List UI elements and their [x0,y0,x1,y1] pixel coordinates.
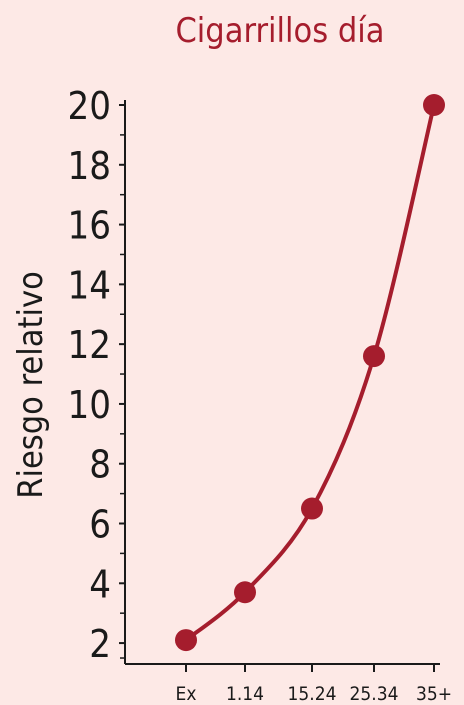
x-axis-ticks: Ex 1.14 15.24 25.34 35+ [176,664,452,705]
y-tick-label: 10 [68,383,112,427]
x-tick-label: 35+ [416,683,452,705]
series-line [184,104,436,642]
y-tick-label: 18 [68,144,112,188]
data-point-1-14 [234,581,256,604]
y-tick-label: 16 [68,204,112,248]
x-tick-label: 25.34 [350,683,399,705]
y-axis-ticks: 2 4 6 8 10 12 14 16 18 20 [68,84,125,666]
data-point-25-34 [363,345,385,368]
data-point-35- [423,94,445,116]
axes [124,100,440,665]
y-tick-label: 14 [68,263,112,307]
y-tick-label: 4 [89,562,111,606]
y-tick-label: 20 [68,84,112,128]
x-tick-label: 15.24 [288,683,337,705]
x-tick-label: Ex [176,683,197,705]
y-tick-label: 8 [89,443,111,487]
y-axis-label: Riesgo relativo [11,271,51,499]
data-point-15-24 [301,497,323,520]
chart-title: Cigarrillos día [175,11,384,51]
y-tick-label: 12 [68,323,112,367]
data-point-ex [175,629,197,652]
series-group [175,94,445,652]
y-tick-label: 2 [89,622,111,666]
x-tick-label: 1.14 [226,683,264,705]
y-tick-label: 6 [89,503,111,547]
